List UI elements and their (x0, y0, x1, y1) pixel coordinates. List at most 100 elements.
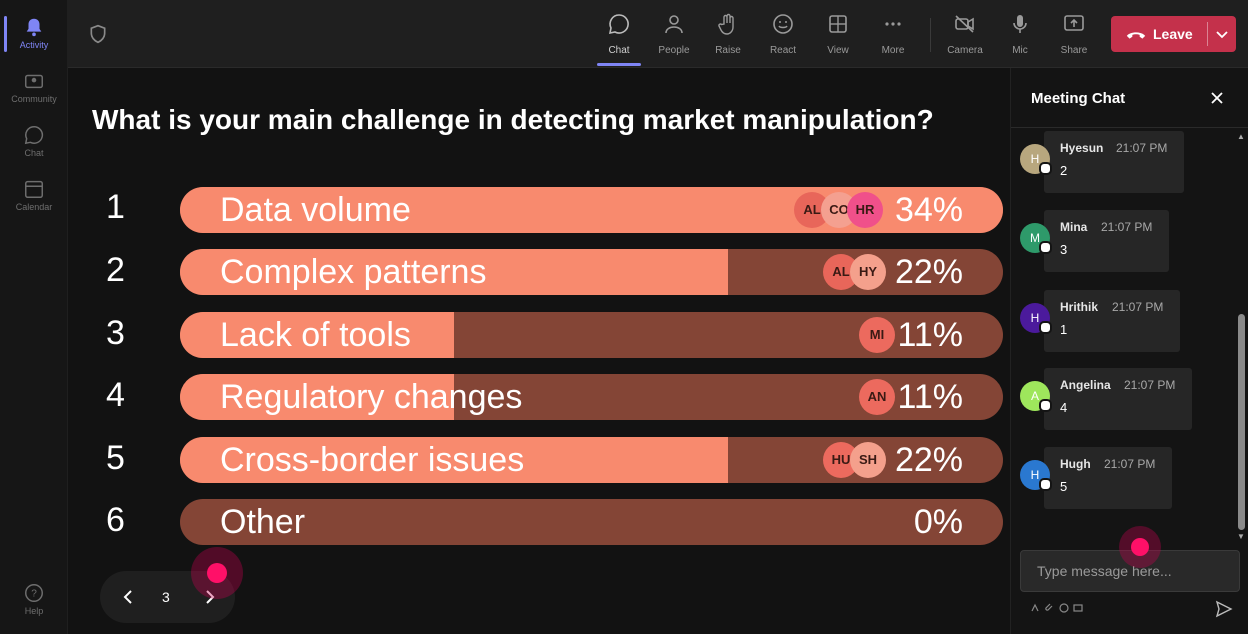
mic-button[interactable]: Mic (995, 10, 1045, 62)
avatar: H (1020, 144, 1052, 175)
message-text: 3 (1060, 242, 1068, 257)
poll-stage: What is your main challenge in detecting… (68, 68, 1010, 634)
option-number: 2 (106, 251, 125, 289)
react-button[interactable]: React (758, 10, 808, 62)
emoji-icon[interactable] (1059, 603, 1069, 613)
poll-option-bar[interactable]: Cross-border issues HU SH 22% (180, 437, 1003, 483)
share-icon (1064, 15, 1084, 31)
chat-message: Mina 21:07 PM 3 (1044, 210, 1169, 272)
poll-option-bar[interactable]: Data volume AL CO HR 34% (180, 187, 1003, 233)
chat-message-input[interactable] (1021, 551, 1239, 591)
chat-icon (24, 126, 44, 145)
poll-option-percent: 11% (897, 378, 963, 416)
option-number: 5 (106, 439, 125, 477)
camera-button[interactable]: Camera (940, 10, 990, 62)
rail-item-community[interactable]: Community (0, 64, 68, 114)
scroll-up-arrow[interactable]: ▲ (1237, 132, 1245, 141)
message-text: 5 (1060, 479, 1068, 494)
message-author: Hrithik (1060, 300, 1099, 314)
voter-avatar: AL (823, 254, 859, 290)
chat-button[interactable]: Chat (594, 10, 644, 66)
option-number: 6 (106, 501, 125, 539)
poll-option-bar[interactable]: Complex patterns AL HY 22% (180, 249, 1003, 295)
help-icon: ? (25, 584, 43, 602)
shield-icon[interactable] (88, 24, 108, 44)
raise-hand-button[interactable]: Raise (703, 10, 753, 62)
attach-icon[interactable] (1045, 603, 1055, 613)
close-icon[interactable] (1209, 90, 1225, 106)
message-text: 4 (1060, 400, 1068, 415)
app-rail: Activity Community Chat Calendar ? Help (0, 0, 68, 634)
chevron-left-icon[interactable] (118, 587, 138, 607)
poll-option-bar[interactable]: Other 0% (180, 499, 1003, 545)
chat-message: Angelina 21:07 PM 4 (1044, 368, 1192, 430)
page-number: 3 (162, 589, 170, 605)
message-time: 21:07 PM (1112, 300, 1164, 314)
poll-option-fill (180, 249, 729, 295)
message-text: 2 (1060, 163, 1068, 178)
gif-icon[interactable] (1073, 603, 1083, 613)
hang-up-icon (1126, 32, 1146, 39)
chevron-down-icon[interactable] (1214, 26, 1230, 42)
people-button[interactable]: People (649, 10, 699, 62)
poll-option-percent: 0% (913, 503, 963, 541)
poll-option-label: Regulatory changes (220, 378, 523, 416)
poll-option-label: Data volume (220, 191, 411, 229)
chat-title: Meeting Chat (1031, 90, 1126, 107)
chat-icon (608, 14, 629, 35)
poll-option-label: Cross-border issues (220, 441, 525, 479)
format-icon[interactable] (1031, 603, 1041, 613)
chat-scrollbar[interactable]: ▲ ▼ (1235, 130, 1247, 542)
chevron-right-icon[interactable] (200, 587, 220, 607)
scroll-thumb[interactable] (1238, 314, 1245, 530)
smiley-icon (773, 14, 793, 34)
message-compose-box (1020, 550, 1240, 592)
send-icon[interactable] (1215, 600, 1233, 618)
view-button[interactable]: View (813, 10, 863, 62)
message-time: 21:07 PM (1101, 220, 1153, 234)
grid-icon (829, 15, 847, 33)
community-icon (25, 74, 43, 89)
message-author: Angelina (1060, 378, 1111, 392)
message-text: 1 (1060, 322, 1068, 337)
poll-option-label: Complex patterns (220, 253, 487, 291)
svg-text:?: ? (31, 589, 37, 600)
voter-avatar: HY (850, 254, 886, 290)
poll-option-bar[interactable]: Lack of tools MI 11% (180, 312, 1003, 358)
poll-option-label: Lack of tools (220, 316, 411, 354)
poll-option-fill (180, 374, 455, 420)
more-icon (885, 22, 901, 26)
poll-option-bar[interactable]: Regulatory changes AN 11% (180, 374, 1003, 420)
message-time: 21:07 PM (1116, 141, 1168, 155)
avatar: M (1020, 223, 1052, 254)
scroll-down-arrow[interactable]: ▼ (1237, 532, 1245, 541)
chat-message: Hyesun 21:07 PM 2 (1044, 131, 1184, 193)
bell-icon (26, 18, 42, 37)
share-button[interactable]: Share (1049, 10, 1099, 62)
rail-item-help[interactable]: ? Help (0, 576, 68, 626)
calendar-icon (25, 180, 43, 198)
avatar: H (1020, 303, 1052, 334)
poll-option-percent: 22% (894, 441, 963, 479)
voter-avatar: MI (859, 317, 895, 353)
poll-option-label: Other (220, 503, 306, 541)
message-author: Hugh (1060, 457, 1091, 471)
poll-option-fill (180, 437, 729, 483)
leave-button[interactable]: Leave (1111, 16, 1236, 52)
rail-item-calendar[interactable]: Calendar (0, 172, 68, 222)
rail-item-chat[interactable]: Chat (0, 118, 68, 168)
cursor-dot (1131, 538, 1149, 556)
message-time: 21:07 PM (1104, 457, 1156, 471)
option-number: 4 (106, 376, 125, 414)
mic-icon (1013, 15, 1027, 33)
poll-question: What is your main challenge in detecting… (92, 104, 934, 135)
option-number: 1 (106, 188, 125, 226)
voter-avatar: AN (859, 379, 895, 415)
chat-message: Hugh 21:07 PM 5 (1044, 447, 1172, 509)
hand-icon (718, 13, 734, 35)
more-button[interactable]: More (868, 10, 918, 62)
rail-item-activity[interactable]: Activity (0, 10, 68, 60)
message-time: 21:07 PM (1124, 378, 1176, 392)
voter-avatar: SH (850, 442, 886, 478)
camera-off-icon (955, 15, 974, 33)
